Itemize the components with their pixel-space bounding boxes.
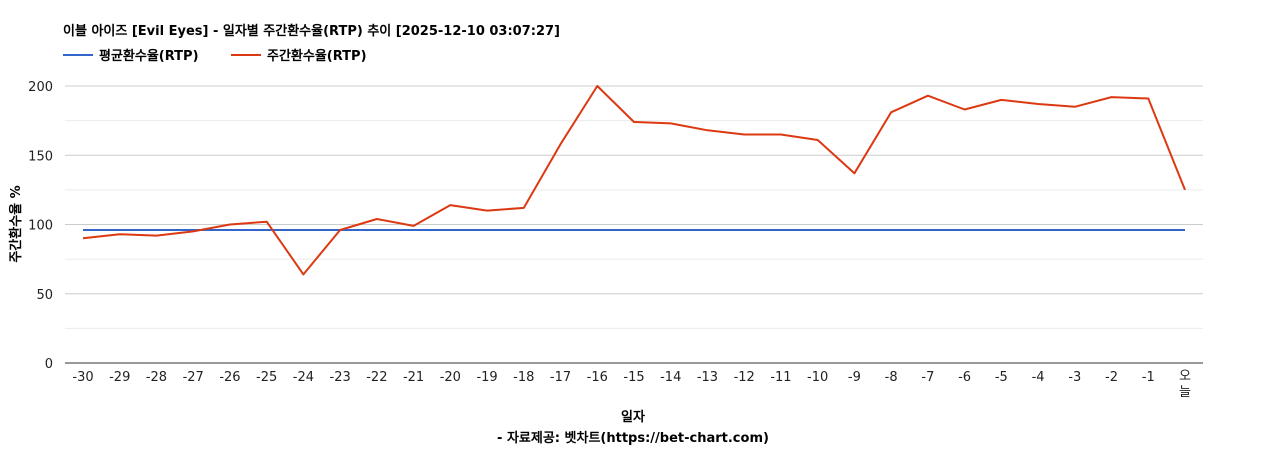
x-tick-label: -6 bbox=[958, 370, 971, 385]
x-tick-label: -21 bbox=[403, 370, 424, 385]
y-tick-label: 200 bbox=[28, 80, 53, 95]
x-tick-label: -30 bbox=[72, 370, 93, 385]
x-tick-label: -25 bbox=[256, 370, 277, 385]
x-tick-label: -2 bbox=[1105, 370, 1118, 385]
x-tick-label: -5 bbox=[995, 370, 1008, 385]
legend-label: 평균환수율(RTP) bbox=[99, 48, 199, 64]
series-lines bbox=[82, 85, 1186, 276]
chart-title: 이블 아이즈 [Evil Eyes] - 일자별 주간환수율(RTP) 추이 [… bbox=[63, 23, 560, 39]
gridlines bbox=[65, 85, 1203, 364]
x-tick-label: -4 bbox=[1032, 370, 1045, 385]
x-tick-label: -13 bbox=[697, 370, 718, 385]
x-tick-label: -9 bbox=[848, 370, 861, 385]
legend-label: 주간환수율(RTP) bbox=[267, 48, 367, 64]
x-tick-label: -29 bbox=[109, 370, 130, 385]
x-tick-label: -3 bbox=[1068, 370, 1081, 385]
y-axis-title: 주간환수율 % bbox=[8, 185, 24, 262]
x-tick-label: -18 bbox=[513, 370, 534, 385]
x-tick-label: -19 bbox=[476, 370, 497, 385]
x-tick-label: -14 bbox=[660, 370, 681, 385]
x-tick-label: -22 bbox=[366, 370, 387, 385]
x-tick-label: -10 bbox=[807, 370, 828, 385]
x-tick-label: -16 bbox=[587, 370, 608, 385]
y-tick-label: 0 bbox=[45, 357, 53, 372]
x-tick-label: -8 bbox=[885, 370, 898, 385]
x-tick-label: -26 bbox=[219, 370, 240, 385]
data-credit: - 자료제공: 벳차트(https://bet-chart.com) bbox=[497, 430, 769, 446]
x-tick-label: -23 bbox=[330, 370, 351, 385]
y-tick-label: 100 bbox=[28, 219, 53, 234]
x-tick-label: -7 bbox=[921, 370, 934, 385]
x-tick-label: -27 bbox=[183, 370, 204, 385]
y-axis-ticks: 0 50 100 150 200 bbox=[28, 80, 53, 372]
x-axis-title: 일자 bbox=[621, 410, 645, 425]
legend: 평균환수율(RTP) 주간환수율(RTP) bbox=[63, 48, 367, 64]
x-tick-label: -12 bbox=[734, 370, 755, 385]
series-line-weekly-rtp bbox=[82, 85, 1186, 276]
x-tick-label: -28 bbox=[146, 370, 167, 385]
x-tick-label: -17 bbox=[550, 370, 571, 385]
x-axis-ticks: -30 -29 -28 -27 -26 -25 -24 -23 -22 -21 -20 -19 -18 -… bbox=[72, 369, 1191, 400]
x-tick-label: -24 bbox=[293, 370, 314, 385]
y-tick-label: 50 bbox=[36, 288, 53, 303]
x-tick-label: -20 bbox=[440, 370, 461, 385]
x-tick-label: -1 bbox=[1142, 370, 1155, 385]
y-tick-label: 150 bbox=[28, 149, 53, 164]
x-tick-label: -11 bbox=[770, 370, 791, 385]
x-tick-label: -15 bbox=[623, 370, 644, 385]
